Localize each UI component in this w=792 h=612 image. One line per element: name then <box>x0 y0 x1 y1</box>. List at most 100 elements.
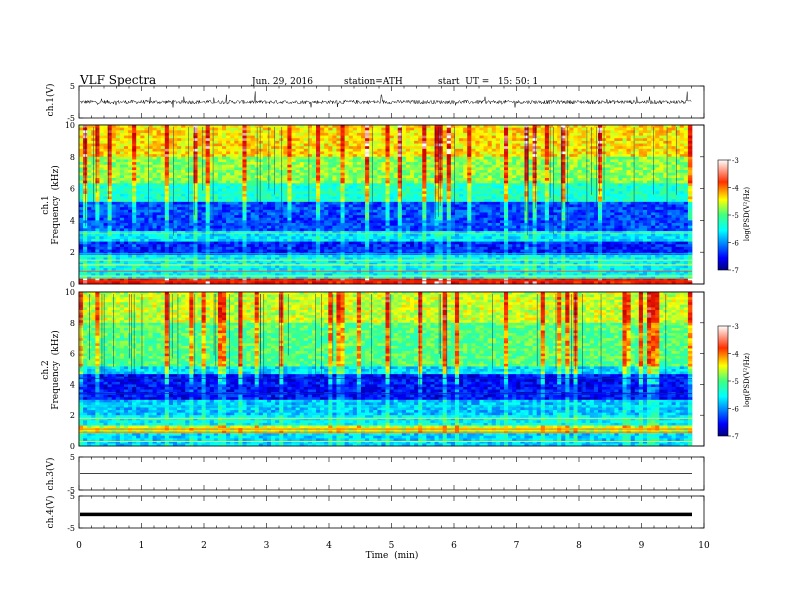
spec1-cell <box>205 246 211 250</box>
spec1-cell <box>393 148 399 152</box>
spec1-cell <box>107 236 113 240</box>
spec1-cell <box>258 276 264 280</box>
spec1-cell <box>287 273 292 277</box>
spec1-cell <box>246 276 251 280</box>
spec1-cell <box>189 172 194 176</box>
spec1-cell <box>136 212 141 216</box>
spec1-cell <box>83 278 88 282</box>
spec1-cell <box>87 270 92 274</box>
spec1-cell <box>132 228 137 232</box>
spec1-cell <box>230 212 235 216</box>
spec1-cell <box>193 273 198 277</box>
spec1-cell <box>275 228 280 232</box>
spec1-cell <box>328 132 333 136</box>
spec1-cell <box>291 233 296 237</box>
spec1-cell <box>340 225 345 229</box>
spec1-cell <box>107 249 113 253</box>
spec1-cell <box>246 246 251 250</box>
spec1-cell <box>299 273 305 277</box>
spec1-cell <box>299 209 305 213</box>
spec1-cell <box>328 241 333 245</box>
spec1-cell <box>132 199 137 203</box>
spec1-cell <box>316 199 321 203</box>
spec1-cell <box>303 175 309 179</box>
spec1-cell <box>271 193 276 197</box>
spec1-cell <box>230 178 235 181</box>
spec1-cell <box>115 196 121 200</box>
spec1-cell <box>344 201 350 205</box>
spec1-cell <box>369 212 374 216</box>
spec1-cell <box>172 196 178 200</box>
spec1-cell <box>160 178 166 181</box>
spec1-cell <box>303 228 309 232</box>
spec1-cell <box>99 201 104 205</box>
spec1-cell <box>213 236 219 240</box>
spec1-cell <box>266 199 272 203</box>
spec1-cell <box>95 162 100 166</box>
spec1-cell <box>401 156 407 160</box>
spec1-cell <box>242 130 247 134</box>
spec1-cell <box>295 246 301 250</box>
spec1-cell <box>205 125 211 128</box>
spec1-cell <box>181 246 186 250</box>
spec1-cell <box>250 207 256 211</box>
spec1-cell <box>144 246 149 250</box>
spec1-cell <box>177 135 182 139</box>
spec1-cell <box>324 183 329 187</box>
spec1-cell <box>242 249 247 253</box>
spec1-cell <box>107 183 113 187</box>
spec1-cell <box>197 209 202 213</box>
spec1-cell <box>365 257 370 261</box>
spec1-cell <box>336 178 341 181</box>
spec1-cell <box>344 204 350 208</box>
spec1-cell <box>307 175 313 179</box>
spec1-cell <box>185 156 190 160</box>
spec1-cell <box>123 154 129 158</box>
spec1-cell <box>197 125 202 128</box>
spec1-cell <box>352 125 358 128</box>
spec1-cell <box>79 217 84 221</box>
spec1-cell <box>250 278 256 282</box>
spec1-cell <box>369 246 374 250</box>
spec1-cell <box>356 127 362 131</box>
spec1-cell <box>369 223 374 227</box>
spec1-cell <box>185 172 190 176</box>
spec1-cell <box>320 236 325 240</box>
spec1-cell <box>250 196 256 200</box>
spec1-cell <box>87 132 92 136</box>
spec1-cell <box>87 151 92 155</box>
spec1-cell <box>356 276 362 280</box>
spec1-cell <box>397 127 403 131</box>
spec1-cell <box>385 143 390 147</box>
spec1-cell <box>226 209 231 213</box>
spec1-cell <box>152 130 157 134</box>
spec1-cell <box>332 276 337 280</box>
spec1-cell <box>283 225 288 229</box>
spec1-cell <box>156 265 162 269</box>
spec1-cell <box>291 132 296 136</box>
spec1-cell <box>340 180 345 184</box>
spec1-cell <box>283 148 288 152</box>
spec1-cell <box>389 262 395 266</box>
spec1-cell <box>209 273 215 277</box>
spec1-cell <box>185 143 190 147</box>
spec1-cell <box>164 270 170 274</box>
spec1-cell <box>352 159 358 163</box>
spec1-cell <box>144 225 149 229</box>
spec1-cell <box>115 127 121 131</box>
spec1-cell <box>177 185 182 189</box>
spec1-cell <box>373 146 378 150</box>
spec1-cell <box>291 125 296 128</box>
spec1-cell <box>311 132 317 136</box>
spec1-cell <box>132 204 137 208</box>
spec1-cell <box>160 183 166 187</box>
spec1-cell <box>360 170 366 174</box>
spec1-cell <box>258 249 264 253</box>
spec1-cell <box>213 159 219 163</box>
spec1-cell <box>377 156 382 160</box>
spec1-cell <box>311 260 317 264</box>
spec1-cell <box>266 125 272 128</box>
spec1-cell <box>365 268 370 272</box>
spec1-cell <box>119 249 125 253</box>
spec1-cell <box>397 215 403 219</box>
